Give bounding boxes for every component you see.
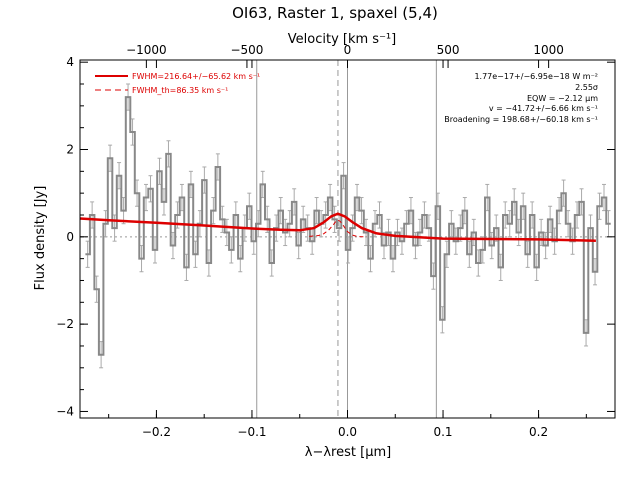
annotations: 1.77e−17+/−6.95e−18 W m⁻² 2.55σ EQW = −2… [444, 72, 598, 124]
velocity-tick-label: 0 [344, 43, 352, 57]
x-axis-label: λ−λrest [μm] [305, 445, 391, 460]
fit-line [79, 212, 596, 242]
y-axis-label: Flux density [Jy] [33, 186, 48, 291]
velocity-tick-label: 1000 [533, 43, 564, 57]
y-tick-label: 4 [66, 55, 74, 69]
y-tick-label: 0 [66, 230, 74, 244]
annotation-eqw: EQW = −2.12 μm [527, 94, 598, 103]
axes: −0.2 −0.1 0.0 0.1 0.2 −4 −2 0 2 4 −1000 −500 0 500 100… [56, 43, 616, 439]
thermal-fit-line [309, 219, 367, 238]
y-tick-label: −4 [56, 404, 74, 418]
chart-title: OI63, Raster 1, spaxel (5,4) [232, 4, 438, 22]
top-axis-label: Velocity [km s⁻¹] [288, 32, 396, 47]
annotation-sigma: 2.55σ [575, 83, 598, 92]
velocity-tick-label: 500 [437, 43, 460, 57]
annotation-velocity: v = −41.72+/−6.66 km s⁻¹ [489, 104, 598, 113]
velocity-tick-label: −1000 [126, 43, 167, 57]
x-tick-label: −0.2 [142, 425, 171, 439]
spectrum-line [85, 96, 611, 356]
fit-series [79, 212, 596, 242]
legend: FWHM=216.64+/−65.62 km s⁻¹ FWHM_th=86.35… [95, 72, 260, 95]
x-tick-label: −0.1 [237, 425, 266, 439]
error-bars [85, 83, 611, 369]
y-tick-label: −2 [56, 317, 74, 331]
spectrum-series [85, 96, 611, 356]
annotation-flux: 1.77e−17+/−6.95e−18 W m⁻² [474, 72, 598, 81]
x-tick-label: 0.2 [529, 425, 548, 439]
velocity-tick-label: −500 [230, 43, 263, 57]
x-tick-label: 0.0 [338, 425, 357, 439]
legend-fwhm-th: FWHM_th=86.35 km s⁻¹ [132, 86, 228, 95]
y-tick-label: 2 [66, 143, 74, 157]
x-tick-label: 0.1 [433, 425, 452, 439]
legend-fwhm: FWHM=216.64+/−65.62 km s⁻¹ [132, 72, 260, 81]
annotation-broadening: Broadening = 198.68+/−60.18 km s⁻¹ [444, 115, 598, 124]
